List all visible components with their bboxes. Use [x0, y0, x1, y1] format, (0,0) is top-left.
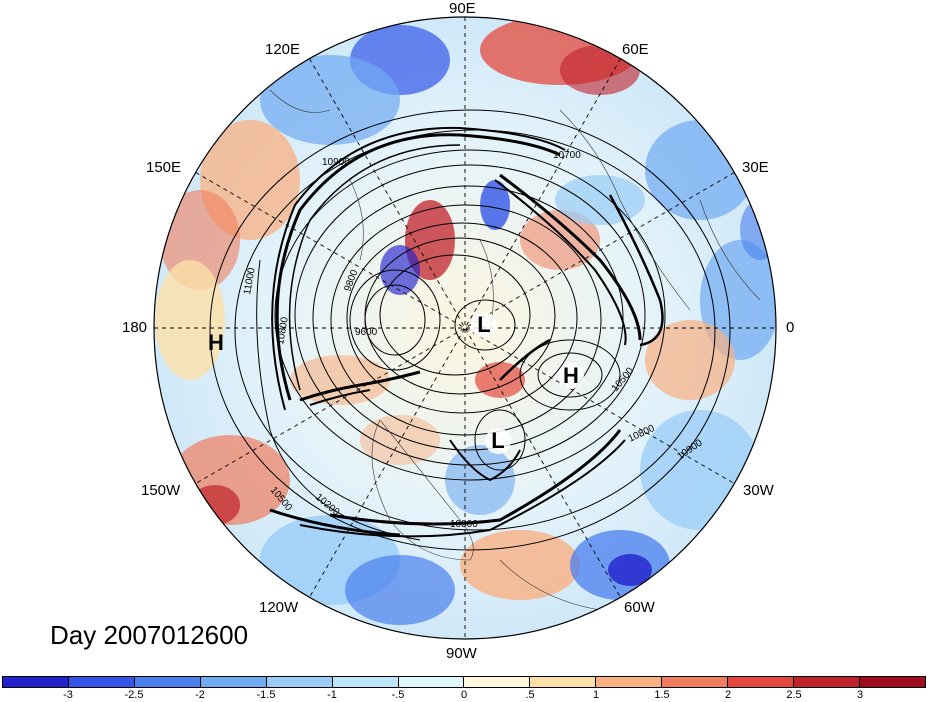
contour-label-group: 10900 10700 11000 10800 9800 9600 10500 … [242, 150, 705, 530]
low-pressure-marker: L [485, 428, 511, 454]
jet-contours [269, 126, 664, 538]
colorbar-tick-label: 2 [724, 689, 732, 701]
colorbar-tick-label: -1 [327, 689, 337, 701]
low-pressure-marker: L [471, 312, 497, 338]
lon-label-180: 180 [122, 319, 148, 336]
colorbar-segment [464, 677, 531, 687]
colorbar-segment [530, 677, 597, 687]
lon-label-30e: 30E [742, 159, 769, 176]
lon-label-150w: 150W [141, 482, 181, 499]
colorbar-segment [134, 677, 201, 687]
contour-label: 11000 [242, 267, 258, 296]
lon-label-150e: 150E [146, 159, 182, 176]
contour-label: 10800 [275, 316, 291, 346]
contour-label: 10900 [322, 157, 350, 168]
colorbar-segment [68, 677, 135, 687]
colorbar-tick-label: -2 [195, 689, 205, 701]
colorbar-tick-label: -2.5 [124, 689, 144, 701]
colorbar-tick-label: 3 [856, 689, 864, 701]
colorbar-segment [596, 677, 663, 687]
lon-label-90e: 90E [449, 0, 476, 17]
map-title: Day 2007012600 [50, 620, 249, 650]
colorbar-tick-label: 2.5 [786, 689, 802, 701]
colorbar-segment [728, 677, 795, 687]
lon-label-60w: 60W [624, 599, 655, 616]
lon-label-90w: 90W [446, 645, 477, 662]
colorbar-segment [332, 677, 399, 687]
colorbar-tick-label: -.5 [391, 689, 405, 701]
lon-label-120e: 120E [265, 41, 301, 58]
high-pressure-marker: H [208, 330, 224, 355]
lon-label-120w: 120W [259, 599, 299, 616]
colorbar-segment [200, 677, 267, 687]
map-boundary [153, 16, 777, 640]
colorbar-segment [3, 677, 69, 687]
lon-label-60e: 60E [622, 41, 649, 58]
colorbar-tick-label: 1 [592, 689, 600, 701]
contour-label: 9600 [355, 327, 378, 338]
colorbar [2, 676, 926, 688]
colorbar-segment [398, 677, 465, 687]
colorbar-tick-label: -1.5 [256, 689, 276, 701]
lon-label-0: 0 [786, 319, 795, 336]
colorbar-tick-label: 0 [460, 689, 468, 701]
colorbar-segment [662, 677, 729, 687]
contour-label: 10800 [450, 519, 478, 530]
colorbar-tick-label: -3 [63, 689, 73, 701]
colorbar-segment [794, 677, 860, 687]
colorbar-tick-label: .5 [525, 689, 535, 701]
colorbar-tick-label: 1.5 [654, 689, 670, 701]
anomaly-field [154, 17, 776, 639]
colorbar-segment [266, 677, 333, 687]
high-pressure-marker: H [558, 363, 584, 389]
contour-label: 10700 [553, 150, 581, 161]
lon-label-30w: 30W [743, 482, 774, 499]
colorbar-segment [859, 677, 925, 687]
